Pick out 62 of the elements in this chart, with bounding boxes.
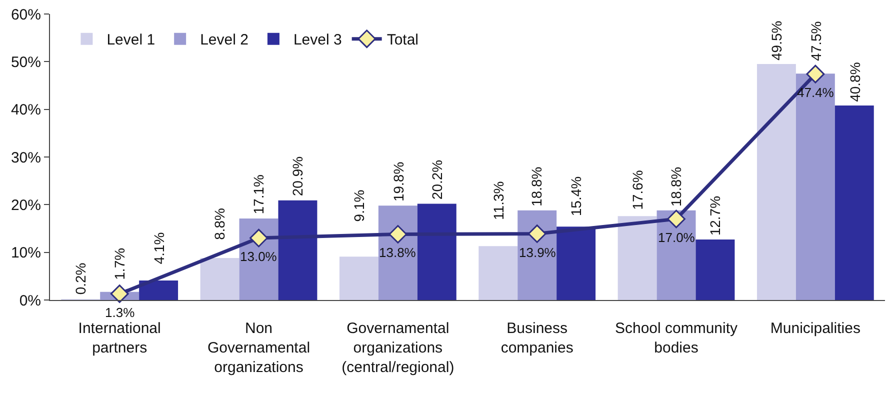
- data-label: 12.7%: [706, 196, 723, 236]
- data-label: 13.8%: [379, 245, 416, 260]
- y-tick-label: 60%: [10, 6, 41, 24]
- data-label: 13.0%: [240, 249, 278, 264]
- y-tick-label: 20%: [10, 196, 41, 214]
- point: [250, 228, 268, 248]
- legend-label: Level 2: [200, 32, 248, 49]
- legend-label: Level 3: [293, 32, 342, 49]
- x-tick-label: Municipalities: [770, 320, 860, 337]
- bar: [339, 256, 378, 300]
- bar: [756, 64, 796, 300]
- bar: [200, 258, 240, 300]
- data-label: 20.2%: [429, 160, 446, 200]
- point: [528, 224, 546, 243]
- x-tick-label: Governamental organizations (central/regional): [342, 320, 454, 376]
- bar: [278, 200, 318, 300]
- data-label: 40.8%: [846, 62, 863, 102]
- y-tick-label: 40%: [10, 102, 41, 119]
- data-label: 47.5%: [808, 21, 824, 61]
- legend-label: Total: [386, 32, 419, 49]
- bar: [478, 246, 518, 300]
- y-tick-label: 10%: [10, 244, 41, 262]
- bar: [556, 226, 596, 300]
- data-label: 13.9%: [519, 245, 556, 260]
- x-tick-label: International partners: [78, 320, 161, 356]
- bar: [796, 74, 835, 300]
- x-tick-label: School community bodies: [614, 320, 738, 356]
- data-label: 47.4%: [797, 85, 834, 100]
- point: [388, 225, 408, 244]
- bar: [834, 106, 874, 300]
- data-label: 20.9%: [289, 156, 306, 196]
- data-label: 4.1%: [150, 232, 167, 264]
- y-tick-label: 50%: [10, 54, 41, 71]
- data-label: 1.7%: [111, 248, 128, 280]
- data-label: 18.8%: [528, 166, 545, 206]
- data-label: 17.1%: [250, 174, 266, 214]
- data-label: 18.8%: [668, 166, 684, 207]
- bar: [618, 216, 657, 300]
- data-label: 19.8%: [390, 162, 406, 202]
- point: [806, 64, 825, 84]
- legend-label: Level 1: [106, 32, 156, 49]
- data-label: 9.1%: [351, 190, 368, 222]
- y-tick-label: 30%: [10, 149, 41, 166]
- y-tick-label: 0%: [19, 292, 41, 310]
- bar: [696, 239, 735, 300]
- point: [667, 210, 686, 228]
- data-label: 17.0%: [658, 230, 696, 245]
- data-label: 17.6%: [630, 170, 646, 210]
- bar: [518, 210, 557, 300]
- data-label: 1.3%: [105, 305, 136, 320]
- point: [110, 284, 129, 303]
- x-tick-label: Non Governamental organizations: [207, 320, 310, 376]
- x-tick-label: Business companies: [500, 320, 574, 356]
- data-label: 8.8%: [212, 208, 228, 240]
- bar: [239, 218, 278, 300]
- data-label: 11.3%: [490, 181, 506, 220]
- bar: [417, 204, 456, 300]
- data-label: 15.4%: [568, 176, 584, 216]
- data-label: 49.5%: [768, 20, 784, 60]
- data-label: 0.2%: [72, 262, 89, 295]
- bar: [378, 206, 418, 300]
- bar: [139, 280, 178, 300]
